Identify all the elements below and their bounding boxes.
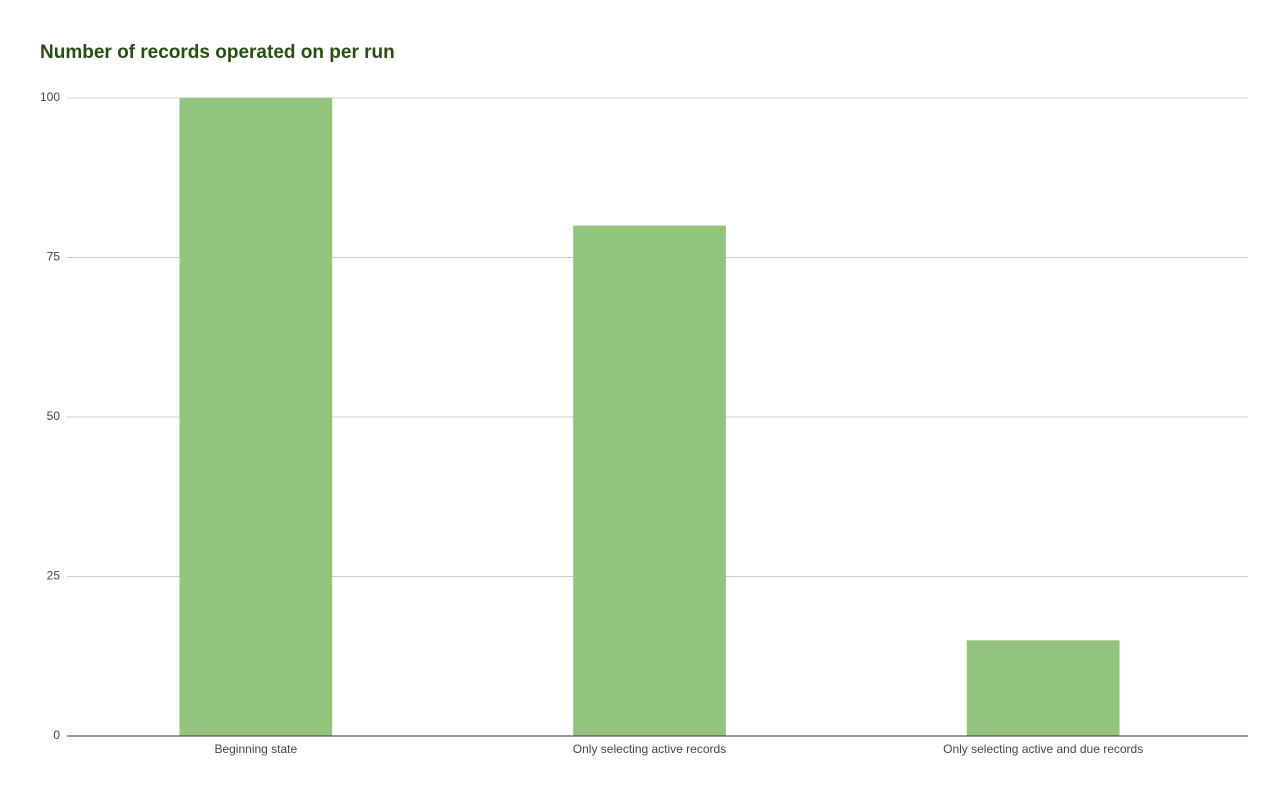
y-tick-label: 25 bbox=[47, 569, 61, 583]
y-tick-label: 0 bbox=[53, 728, 60, 742]
chart-title: Number of records operated on per run bbox=[40, 42, 395, 63]
y-tick-label: 75 bbox=[47, 250, 61, 264]
y-tick-label: 50 bbox=[47, 409, 61, 423]
x-tick-label: Only selecting active and due records bbox=[943, 742, 1143, 756]
bar bbox=[179, 98, 333, 736]
bar bbox=[966, 640, 1120, 736]
x-tick-label: Beginning state bbox=[214, 742, 297, 756]
y-tick-label: 100 bbox=[40, 90, 60, 104]
bar bbox=[573, 225, 726, 736]
x-tick-label: Only selecting active records bbox=[573, 742, 726, 756]
